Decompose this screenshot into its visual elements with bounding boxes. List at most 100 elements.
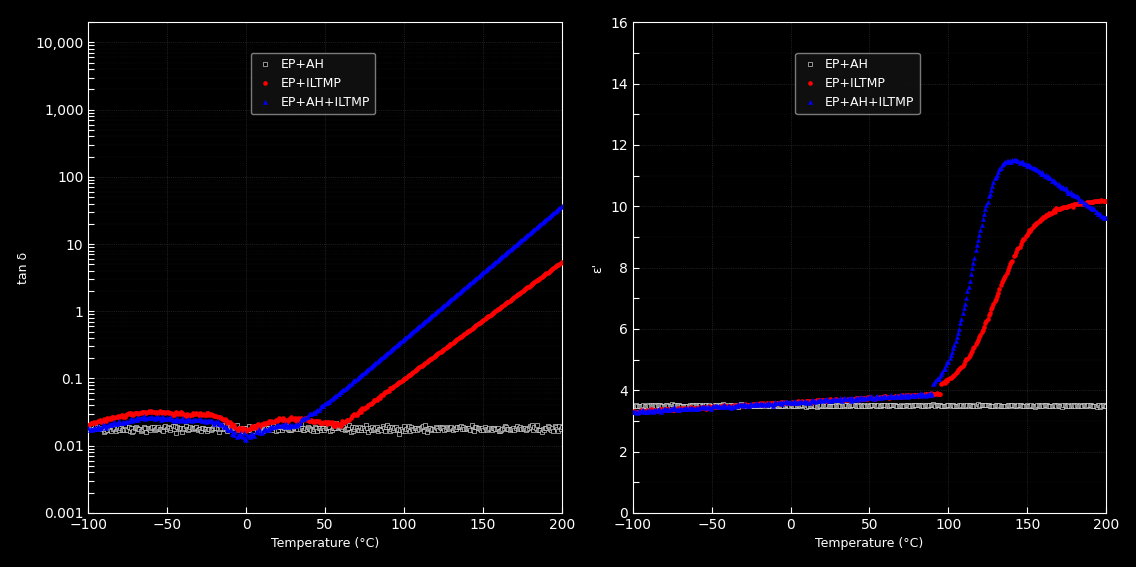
EP+ILTMP (289, 414, 307, 424)
EP+AH+ILTMP (805, 396, 824, 405)
EP+AH (1058, 401, 1076, 410)
EP+AH (225, 426, 243, 435)
EP+ILTMP (683, 403, 701, 412)
EP+AH (971, 401, 989, 410)
EP+ILTMP (1062, 200, 1080, 209)
EP+ILTMP (133, 407, 151, 416)
EP+ILTMP (788, 396, 807, 405)
EP+AH+ILTMP (411, 320, 429, 329)
EP+ILTMP (86, 418, 105, 428)
EP+AH+ILTMP (548, 206, 566, 215)
EP+AH+ILTMP (265, 422, 283, 431)
EP+AH+ILTMP (360, 364, 378, 373)
EP+ILTMP (399, 371, 417, 380)
EP+AH+ILTMP (278, 421, 296, 430)
EP+ILTMP (1037, 211, 1055, 220)
EP+ILTMP (1053, 203, 1071, 212)
EP+AH (488, 424, 507, 433)
EP+AH+ILTMP (913, 389, 932, 398)
EP+AH (836, 400, 854, 409)
EP+AH (420, 423, 438, 432)
EP+ILTMP (431, 348, 449, 357)
EP+AH (899, 401, 917, 410)
EP+AH (860, 401, 878, 411)
EP+AH (276, 423, 294, 432)
EP+ILTMP (114, 413, 132, 422)
EP+AH (381, 426, 399, 435)
EP+ILTMP (740, 400, 758, 409)
EP+AH+ILTMP (381, 346, 399, 356)
EP+AH+ILTMP (123, 416, 141, 425)
EP+AH+ILTMP (733, 400, 751, 409)
EP+ILTMP (825, 395, 843, 404)
EP+ILTMP (791, 397, 809, 407)
EP+ILTMP (340, 415, 358, 424)
EP+AH+ILTMP (379, 348, 398, 357)
EP+AH+ILTMP (841, 393, 859, 403)
EP+AH (753, 401, 771, 410)
EP+AH+ILTMP (317, 399, 335, 408)
EP+AH+ILTMP (678, 404, 696, 413)
EP+AH+ILTMP (549, 205, 567, 214)
EP+AH+ILTMP (434, 302, 452, 311)
EP+AH (426, 425, 444, 434)
EP+AH (1008, 401, 1026, 411)
EP+ILTMP (793, 396, 811, 405)
EP+AH (533, 428, 551, 437)
EP+AH (538, 421, 557, 430)
EP+AH (198, 426, 216, 435)
EP+AH (378, 421, 396, 430)
EP+AH (513, 424, 532, 433)
EP+AH+ILTMP (696, 403, 715, 412)
EP+AH (855, 401, 874, 410)
EP+AH (92, 425, 110, 434)
EP+AH (695, 401, 713, 410)
EP+ILTMP (943, 372, 961, 381)
EP+AH (1069, 401, 1087, 410)
EP+AH+ILTMP (387, 341, 406, 350)
EP+ILTMP (645, 406, 663, 415)
EP+AH (508, 422, 526, 431)
EP+AH (797, 402, 816, 411)
EP+AH+ILTMP (643, 407, 661, 416)
EP+AH (913, 401, 932, 410)
EP+AH (713, 400, 732, 409)
EP+AH (1005, 401, 1024, 410)
EP+ILTMP (755, 400, 774, 409)
EP+AH+ILTMP (979, 192, 997, 201)
EP+AH+ILTMP (1027, 164, 1045, 174)
EP+AH (1055, 401, 1074, 410)
EP+AH+ILTMP (996, 157, 1014, 166)
EP+AH (809, 401, 827, 411)
EP+ILTMP (258, 418, 276, 427)
EP+AH (1004, 401, 1022, 410)
EP+AH+ILTMP (251, 428, 269, 437)
EP+ILTMP (443, 338, 461, 347)
EP+AH (897, 401, 916, 410)
EP+AH (935, 401, 953, 410)
EP+AH (625, 401, 643, 411)
EP+ILTMP (351, 406, 369, 415)
EP+AH (830, 400, 849, 409)
EP+AH (1037, 401, 1055, 410)
EP+AH+ILTMP (175, 417, 193, 426)
EP+ILTMP (428, 350, 446, 359)
EP+ILTMP (315, 418, 333, 428)
EP+ILTMP (450, 334, 468, 343)
EP+AH (540, 422, 558, 431)
EP+AH (320, 422, 339, 431)
EP+AH (1068, 401, 1086, 410)
EP+AH (638, 401, 657, 411)
EP+ILTMP (1094, 196, 1112, 205)
EP+AH (211, 424, 229, 433)
EP+AH+ILTMP (241, 433, 259, 442)
EP+AH (969, 400, 987, 409)
EP+AH+ILTMP (704, 401, 722, 411)
EP+ILTMP (1070, 198, 1088, 208)
EP+AH (220, 423, 239, 432)
EP+ILTMP (1005, 251, 1024, 260)
EP+ILTMP (724, 402, 742, 411)
EP+AH+ILTMP (401, 329, 419, 338)
EP+ILTMP (1050, 205, 1068, 214)
EP+AH (752, 400, 770, 409)
